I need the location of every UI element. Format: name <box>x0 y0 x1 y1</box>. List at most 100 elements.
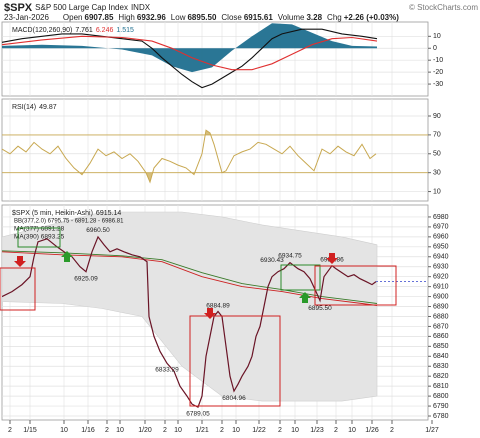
macd-line <box>1 35 378 71</box>
x-tick-label: 2 <box>8 427 12 434</box>
y-tick-label: 70 <box>433 132 441 139</box>
rsi-line <box>1 129 377 184</box>
x-tick-label: 2 <box>163 427 167 434</box>
highlight-box <box>17 227 61 248</box>
legend-title: $SPX (5 min, Heikin-Ashi) <box>12 210 93 217</box>
price-annotation: 6930.43 <box>260 257 284 264</box>
macd-histogram <box>2 23 377 73</box>
quote-value: 6932.96 <box>137 13 166 22</box>
y-tick-label: -30 <box>433 81 443 88</box>
quote-value: 3.28 <box>306 13 322 22</box>
x-tick-label: 10 <box>60 427 68 434</box>
price-annotation: 6925.09 <box>74 275 98 282</box>
date: 23-Jan-2026 <box>4 13 49 22</box>
y-tick-label: 6780 <box>433 413 449 420</box>
y-tick-label: 6970 <box>433 224 449 231</box>
x-tick-label: 10 <box>348 427 356 434</box>
x-tick-label: 1/27 <box>425 427 439 434</box>
rsi-fill <box>205 130 211 135</box>
y-tick-label: 10 <box>433 188 441 195</box>
x-tick-label: 1/15 <box>23 427 37 434</box>
y-tick-label: 0 <box>433 45 437 52</box>
legend-value: 1.515 <box>116 27 134 34</box>
up-arrow <box>299 292 311 303</box>
highlight-box <box>0 267 36 311</box>
x-tick-label: 10 <box>174 427 182 434</box>
x-tick-label: 10 <box>116 427 124 434</box>
y-tick-label: 6840 <box>433 353 449 360</box>
x-tick-label: 10 <box>291 427 299 434</box>
y-tick-label: 6860 <box>433 333 449 340</box>
bollinger-band <box>2 211 378 402</box>
y-tick-label: 6830 <box>433 363 449 370</box>
price-annotation: 6804.96 <box>222 395 246 402</box>
panel-legend: $SPX (5 min, Heikin-Ashi) 6915.14 <box>12 210 121 217</box>
highlight-box <box>280 264 321 291</box>
y-tick-label: 6920 <box>433 274 449 281</box>
quote-label: Chg <box>327 13 342 22</box>
x-tick-label: 2 <box>220 427 224 434</box>
y-tick-label: 6870 <box>433 323 449 330</box>
symbol: $SPX S&P 500 Large Cap Index INDX <box>4 2 151 14</box>
up-arrow <box>61 251 73 262</box>
y-tick-label: 6930 <box>433 264 449 271</box>
x-tick-label: 1/22 <box>252 427 266 434</box>
quote-value: 6915.61 <box>244 13 273 22</box>
x-tick-label: 2 <box>278 427 282 434</box>
legend-value: 7.761 <box>75 27 93 34</box>
y-tick-label: -10 <box>433 57 443 64</box>
x-tick-label: 10 <box>232 427 240 434</box>
quote-label: Close <box>221 13 242 22</box>
x-tick-label: 1/20 <box>138 427 152 434</box>
y-tick-label: 6890 <box>433 303 449 310</box>
price-annotation: 6934.75 <box>278 253 302 260</box>
y-tick-label: 6810 <box>433 383 449 390</box>
price-line <box>2 235 377 408</box>
legend-ma: MA(377) 6891.28 <box>14 226 65 233</box>
x-tick-label: 2 <box>334 427 338 434</box>
x-tick-label: 1/21 <box>195 427 209 434</box>
legend-value: 49.87 <box>39 104 57 111</box>
y-tick-label: 6790 <box>433 403 449 410</box>
plots: 10 0 -10 -20 -30 MACD(120,260,90) 7.761 6.246 1.… <box>1 21 449 434</box>
legend-title: RSI(14) <box>12 104 36 111</box>
quote-label: High <box>118 13 134 22</box>
x-tick-label: 2 <box>105 427 109 434</box>
quote-value: +2.26 (+0.03%) <box>344 13 399 22</box>
annotation-shapes <box>0 227 397 407</box>
x-tick-label: 1/16 <box>81 427 95 434</box>
down-arrow <box>204 308 216 319</box>
index-name: S&P 500 Large Cap Index <box>35 3 128 12</box>
legend-value: 6.246 <box>96 27 114 34</box>
y-tick-label: 10 <box>433 33 441 40</box>
legend-title: MACD(120,260,90) <box>12 27 72 34</box>
legend-bollinger: BB(377,2.0) 6795.75 - 6891.28 - 6986.81 <box>14 219 124 225</box>
price-annotation: 6960.50 <box>86 227 110 234</box>
price-annotation: 6884.89 <box>206 302 230 309</box>
y-tick-label: 6950 <box>433 244 449 251</box>
quote-line: 23-Jan-2026 Open 6907.85 High 6932.96 Low 6895… <box>4 13 399 22</box>
quote-value: 6895.50 <box>187 13 216 22</box>
legend-ma: MA(390) 6893.25 <box>14 234 65 241</box>
y-tick-label: 6800 <box>433 393 449 400</box>
macd-line <box>1 28 378 89</box>
highlight-box <box>189 315 281 407</box>
y-tick-label: 6900 <box>433 293 449 300</box>
exchange: INDX <box>131 3 151 12</box>
quote-label: Volume <box>278 13 305 22</box>
panel <box>1 98 429 202</box>
quote-label: Low <box>171 13 186 22</box>
down-arrow <box>14 256 26 267</box>
y-tick-label: 6880 <box>433 313 449 320</box>
y-tick-label: 90 <box>433 113 441 120</box>
highlight-box <box>314 265 397 306</box>
panel-legend: RSI(14) 49.87 <box>12 104 57 111</box>
moving-average <box>2 251 378 306</box>
y-tick-label: 6940 <box>433 254 449 261</box>
y-tick-label: 6980 <box>433 214 449 221</box>
y-tick-label: 6820 <box>433 373 449 380</box>
quote-value: 6907.85 <box>85 13 114 22</box>
legend-value: 6915.14 <box>96 210 121 217</box>
price-annotation: 6833.29 <box>155 367 179 374</box>
